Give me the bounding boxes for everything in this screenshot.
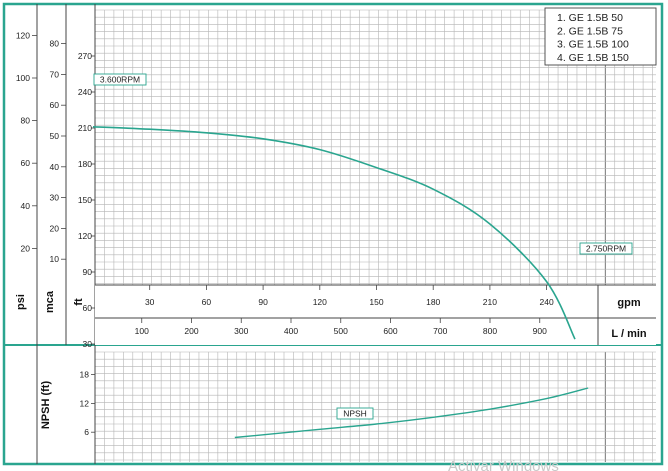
gpm-tick-label: 150	[369, 297, 383, 307]
psi-tick-label: 40	[21, 201, 31, 211]
gpm-tick-label: 240	[540, 297, 554, 307]
lpm-tick-label: 800	[483, 326, 497, 336]
mca-tick-label: 20	[50, 223, 60, 233]
ft-tick-label: 270	[78, 51, 92, 61]
gpm-tick-label: 30	[145, 297, 155, 307]
gpm-tick-label: 210	[483, 297, 497, 307]
legend-entry: 2. GE 1.5B 75	[557, 25, 623, 37]
npsh-series-label: NPSH	[343, 409, 367, 419]
mca-tick-label: 30	[50, 193, 60, 203]
npsh-series-label-box	[336, 407, 374, 420]
lpm-tick-label: 900	[533, 326, 547, 336]
gpm-tick-label: 60	[202, 297, 212, 307]
lpm-tick-label: 200	[184, 326, 198, 336]
end-rpm-label-box	[579, 242, 633, 255]
ft-tick-label: 240	[78, 87, 92, 97]
psi-tick-label: 20	[21, 243, 31, 253]
mca-tick-label: 70	[50, 69, 60, 79]
ft-tick-label: 60	[83, 303, 93, 313]
ft-tick-label: 180	[78, 159, 92, 169]
lpm-tick-label: 300	[234, 326, 248, 336]
npsh-tick-label: 18	[80, 370, 90, 380]
watermark-text: Activar Windows	[448, 458, 559, 471]
psi-tick-label: 120	[16, 30, 30, 40]
mca-tick-label: 50	[50, 131, 60, 141]
ft-tick-label: 150	[78, 195, 92, 205]
psi-tick-label: 60	[21, 158, 31, 168]
ft-axis-name: ft	[73, 298, 85, 306]
legend-entry: 4. GE 1.5B 150	[557, 52, 629, 64]
mca-tick-label: 40	[50, 162, 60, 172]
npsh-curve	[234, 387, 589, 439]
mca-axis-name: mca	[44, 290, 56, 313]
start-rpm-label-box	[93, 73, 147, 86]
psi-tick-label: 100	[16, 73, 30, 83]
lpm-tick-label: 400	[284, 326, 298, 336]
gpm-tick-label: 180	[426, 297, 440, 307]
x-axis-band	[95, 285, 656, 345]
lpm-tick-label: 500	[334, 326, 348, 336]
npsh-tick-label: 6	[84, 427, 89, 437]
lpm-unit-label: L / min	[611, 328, 647, 340]
ft-tick-label: 210	[78, 123, 92, 133]
start-rpm-label: 3.600RPM	[100, 75, 140, 85]
mca-tick-label: 10	[50, 254, 60, 264]
lpm-tick-label: 600	[383, 326, 397, 336]
lpm-tick-label: 700	[433, 326, 447, 336]
legend-box	[544, 7, 657, 66]
gpm-unit-label: gpm	[617, 297, 640, 309]
legend-entry: 1. GE 1.5B 50	[557, 12, 623, 24]
lpm-tick-label: 100	[135, 326, 149, 336]
npsh-tick-label: 12	[80, 398, 90, 408]
head-curve	[92, 126, 576, 340]
psi-axis-name: psi	[15, 294, 27, 310]
legend-entry: 3. GE 1.5B 100	[557, 39, 629, 51]
ft-tick-label: 90	[83, 267, 93, 277]
mca-tick-label: 80	[50, 39, 60, 49]
ft-tick-label: 30	[83, 339, 93, 349]
psi-tick-label: 80	[21, 116, 31, 126]
ft-tick-label: 120	[78, 231, 92, 241]
mca-tick-label: 60	[50, 100, 60, 110]
npsh-axis-name: NPSH (ft)	[40, 381, 52, 430]
end-rpm-label: 2.750RPM	[586, 244, 626, 254]
gpm-tick-label: 90	[258, 297, 268, 307]
gpm-tick-label: 120	[313, 297, 327, 307]
outer-frame	[2, 2, 664, 466]
